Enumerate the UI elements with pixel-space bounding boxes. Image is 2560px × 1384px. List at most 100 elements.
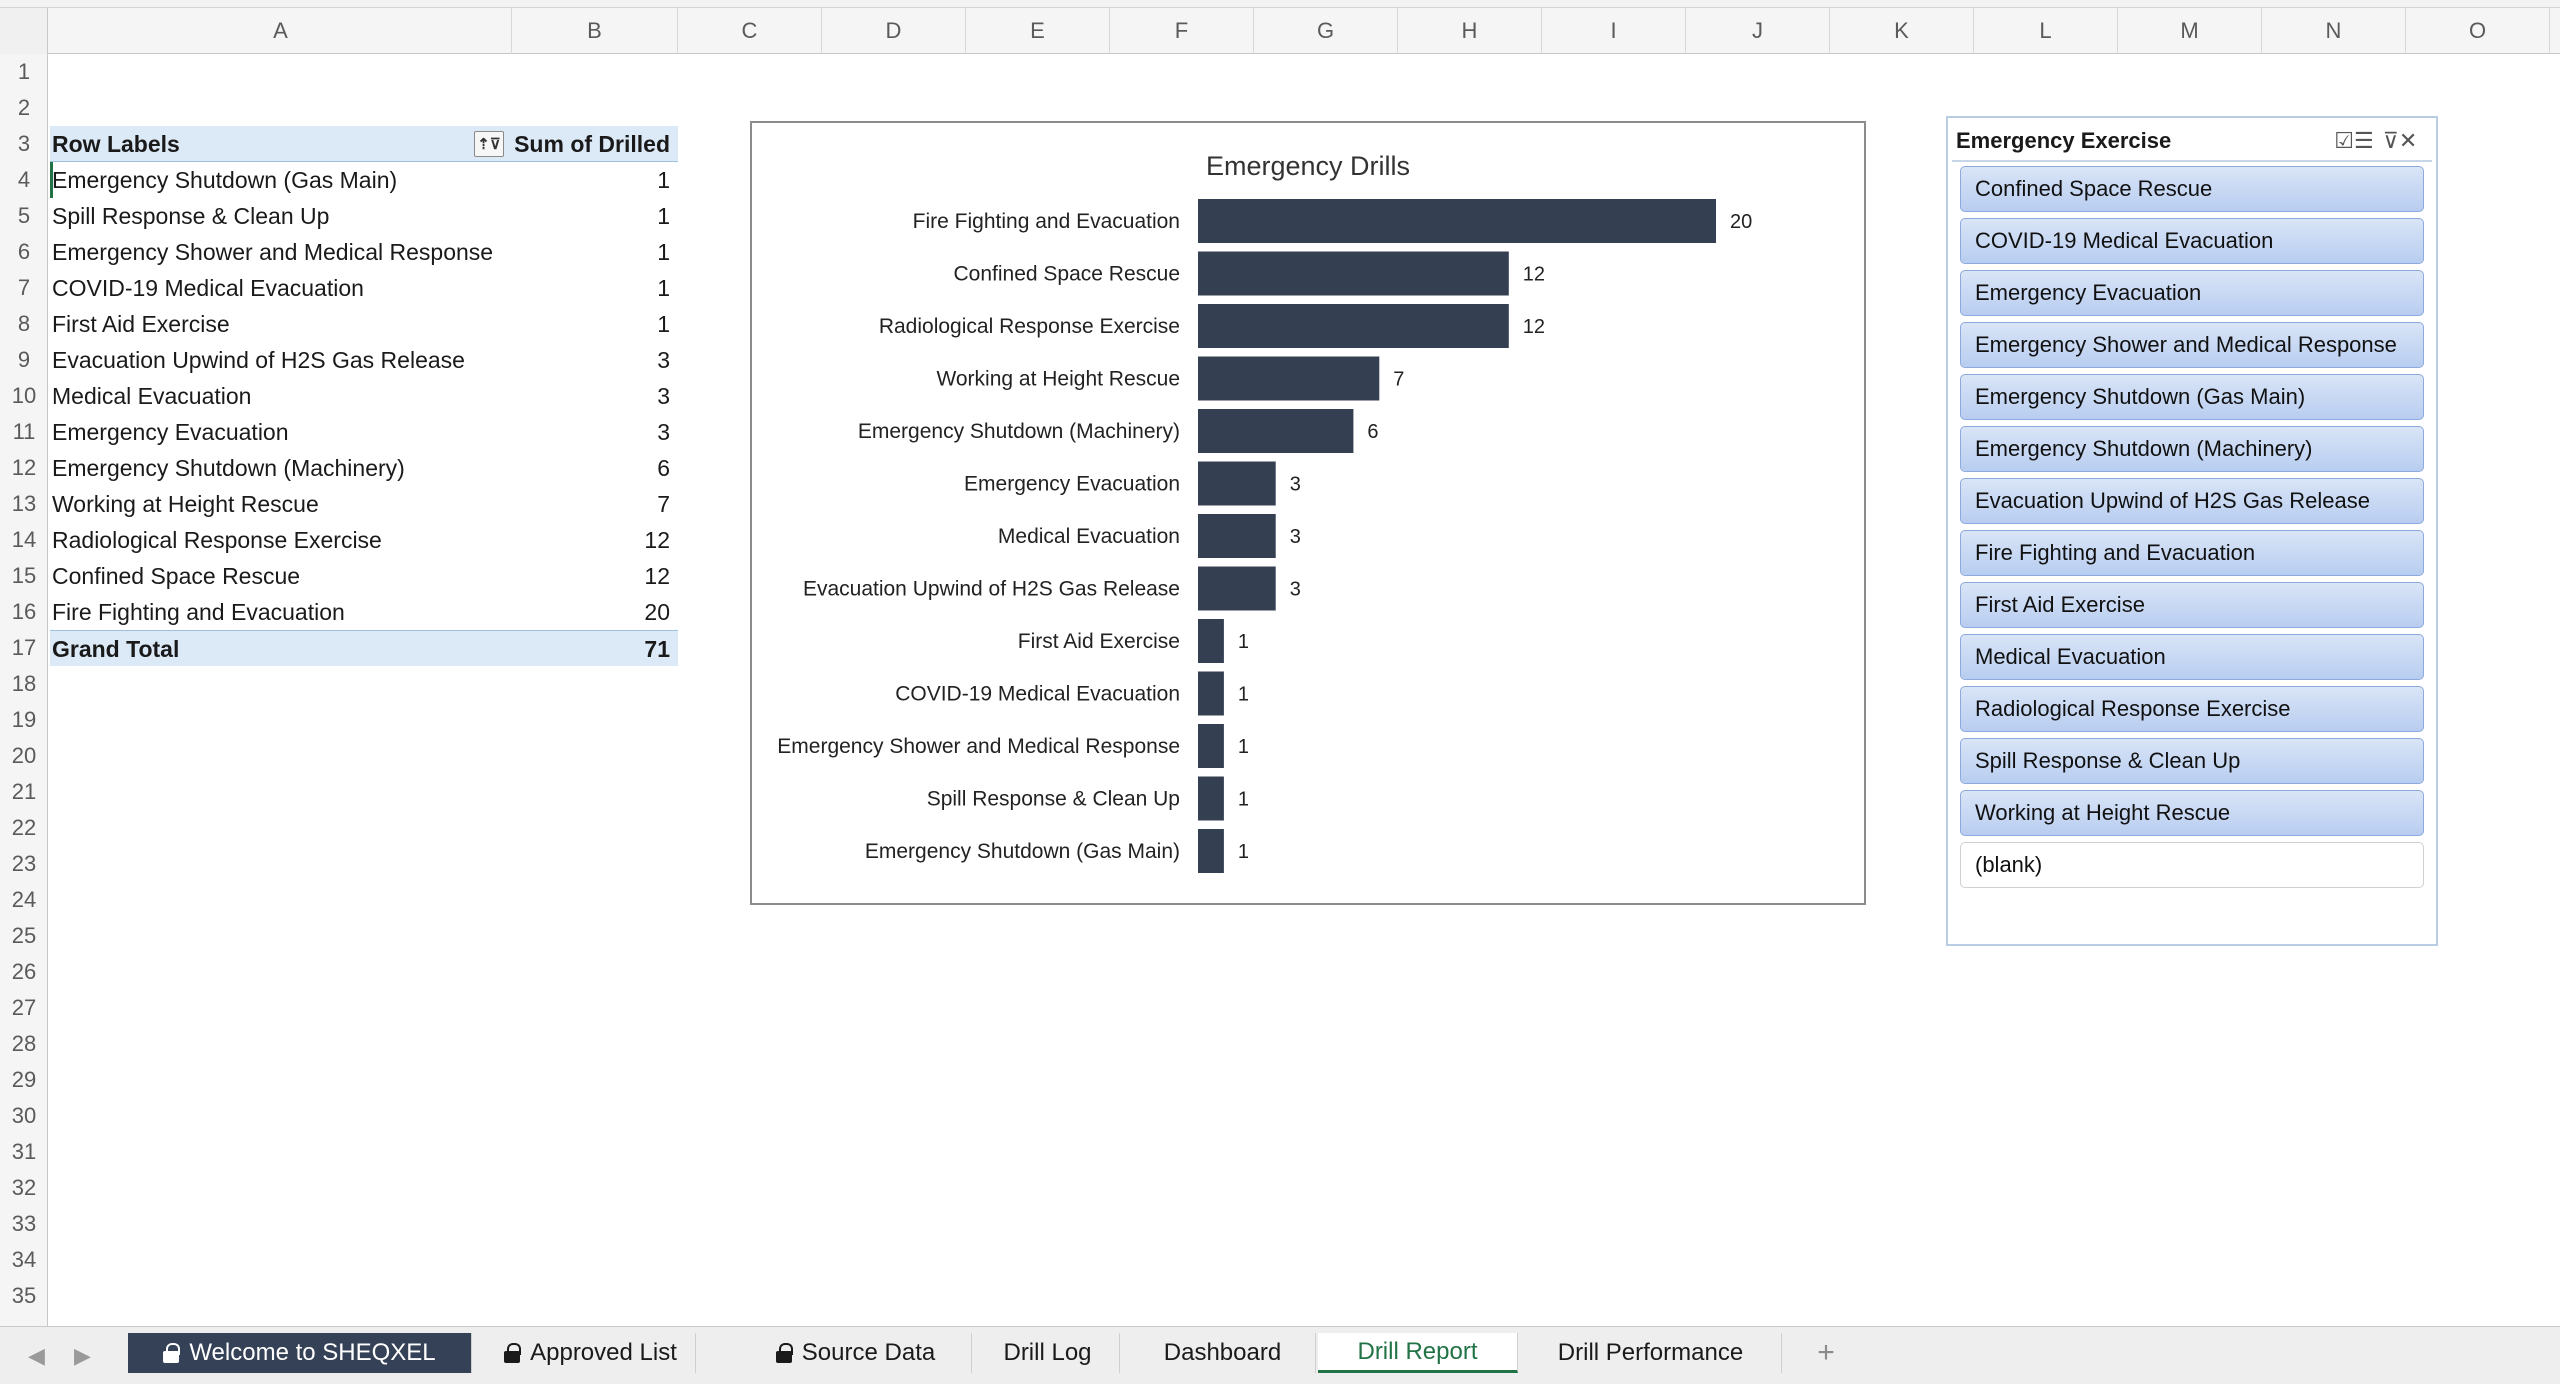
row-header[interactable]: 11 (12, 419, 36, 444)
row-header[interactable]: 26 (11, 959, 37, 984)
row-header[interactable]: 30 (11, 1103, 37, 1128)
column-header[interactable]: H (1398, 8, 1542, 54)
column-header[interactable]: N (2262, 8, 2406, 54)
slicer-item[interactable]: Confined Space Rescue (1960, 166, 2424, 212)
row-header[interactable]: 24 (11, 887, 37, 912)
slicer-item[interactable]: Emergency Shutdown (Machinery) (1960, 426, 2424, 472)
row-header[interactable]: 12 (11, 455, 37, 480)
row-header[interactable]: 34 (11, 1247, 37, 1272)
slicer-item[interactable]: Emergency Evacuation (1960, 270, 2424, 316)
row-header[interactable]: 20 (11, 743, 37, 768)
row-header[interactable]: 17 (11, 635, 37, 660)
column-header[interactable]: M (2118, 8, 2262, 54)
pivot-row[interactable]: Medical Evacuation 3 (50, 378, 678, 414)
sheet-tab[interactable]: Approved List (486, 1333, 696, 1373)
scroll-left-icon[interactable]: ◀ (28, 1343, 45, 1368)
slicer-item[interactable]: Emergency Shutdown (Gas Main) (1960, 374, 2424, 420)
slicer-item[interactable]: Medical Evacuation (1960, 634, 2424, 680)
row-header[interactable]: 3 (17, 131, 31, 156)
pivot-row[interactable]: Emergency Shower and Medical Response 1 (50, 234, 678, 270)
sheet-tab[interactable]: Drill Log (976, 1333, 1120, 1373)
row-header[interactable]: 8 (17, 311, 31, 336)
row-header[interactable]: 16 (11, 599, 37, 624)
slicer-item[interactable]: Radiological Response Exercise (1960, 686, 2424, 732)
row-header[interactable]: 14 (11, 527, 37, 552)
bar[interactable] (1198, 619, 1224, 663)
pivot-row[interactable]: Radiological Response Exercise 12 (50, 522, 678, 558)
slicer-item[interactable]: First Aid Exercise (1960, 582, 2424, 628)
pivot-row[interactable]: Spill Response & Clean Up 1 (50, 198, 678, 234)
column-header[interactable]: J (1686, 8, 1830, 54)
row-header[interactable]: 33 (11, 1211, 37, 1236)
column-header[interactable]: I (1542, 8, 1686, 54)
row-header[interactable]: 15 (11, 563, 37, 588)
pivot-header-value[interactable]: Sum of Drilled (514, 131, 670, 157)
emergency-exercise-slicer[interactable]: Emergency Exercise ☑☰ ⊽✕ Confined Space … (1946, 116, 2438, 946)
column-header[interactable]: D (822, 8, 966, 54)
pivot-row[interactable]: Confined Space Rescue 12 (50, 558, 678, 594)
row-header[interactable]: 28 (11, 1031, 37, 1056)
pivot-row[interactable]: Emergency Shutdown (Machinery) 6 (50, 450, 678, 486)
bar[interactable] (1198, 829, 1224, 873)
column-header[interactable]: B (512, 8, 678, 54)
row-header[interactable]: 1 (17, 59, 31, 84)
pivot-header-label[interactable]: Row Labels (52, 131, 180, 157)
pivot-row[interactable]: COVID-19 Medical Evacuation 1 (50, 270, 678, 306)
bar[interactable] (1198, 566, 1276, 611)
row-header[interactable]: 13 (11, 491, 37, 516)
add-sheet-button[interactable]: + (1817, 1336, 1835, 1369)
row-header[interactable]: 6 (17, 239, 31, 264)
row-header[interactable]: 9 (17, 347, 31, 372)
slicer-item[interactable]: Evacuation Upwind of H2S Gas Release (1960, 478, 2424, 524)
row-header[interactable]: 22 (11, 815, 37, 840)
row-header[interactable]: 19 (11, 707, 37, 732)
column-header[interactable]: A (50, 8, 512, 54)
row-header[interactable]: 2 (17, 95, 31, 120)
column-header[interactable]: O (2406, 8, 2550, 54)
pivot-row[interactable]: Fire Fighting and Evacuation 20 (50, 594, 678, 630)
multi-select-icon[interactable]: ☑☰ (2334, 128, 2374, 153)
row-header[interactable]: 4 (17, 167, 31, 192)
row-header[interactable]: 29 (11, 1067, 37, 1092)
pivot-row[interactable]: First Aid Exercise 1 (50, 306, 678, 342)
clear-filter-icon[interactable]: ⊽✕ (2382, 128, 2418, 153)
row-header[interactable]: 23 (11, 851, 37, 876)
column-header[interactable]: L (1974, 8, 2118, 54)
column-header[interactable]: C (678, 8, 822, 54)
column-header[interactable]: E (966, 8, 1110, 54)
bar[interactable] (1198, 776, 1224, 821)
select-all-corner[interactable] (0, 8, 48, 54)
column-header[interactable]: G (1254, 8, 1398, 54)
bar[interactable] (1198, 409, 1354, 453)
pivot-grand-total-row[interactable]: Grand Total 71 (50, 630, 678, 666)
slicer-item[interactable]: Spill Response & Clean Up (1960, 738, 2424, 784)
pivot-row[interactable]: Working at Height Rescue 7 (50, 486, 678, 522)
column-header[interactable]: K (1830, 8, 1974, 54)
row-header[interactable]: 10 (11, 383, 37, 408)
bar[interactable] (1198, 356, 1380, 401)
row-header[interactable]: 7 (17, 275, 31, 300)
bar[interactable] (1198, 724, 1224, 768)
slicer-item-blank[interactable]: (blank) (1960, 842, 2424, 888)
slicer-item[interactable]: Working at Height Rescue (1960, 790, 2424, 836)
row-header[interactable]: 5 (17, 203, 31, 228)
bar[interactable] (1198, 251, 1509, 296)
pivot-row[interactable]: Evacuation Upwind of H2S Gas Release 3 (50, 342, 678, 378)
pivot-row[interactable]: Emergency Evacuation 3 (50, 414, 678, 450)
row-header[interactable]: 18 (11, 671, 37, 696)
slicer-item[interactable]: Fire Fighting and Evacuation (1960, 530, 2424, 576)
sheet-tab[interactable]: Source Data (740, 1333, 972, 1373)
row-labels-filter-icon[interactable]: ⇡⊽ (474, 131, 504, 157)
column-header[interactable]: F (1110, 8, 1254, 54)
row-header[interactable]: 35 (11, 1283, 37, 1308)
row-header[interactable]: 27 (11, 995, 37, 1020)
bar[interactable] (1198, 514, 1276, 558)
row-header[interactable]: 25 (11, 923, 37, 948)
row-header[interactable]: 32 (11, 1175, 37, 1200)
row-header[interactable]: 21 (11, 779, 37, 804)
bar[interactable] (1198, 199, 1716, 243)
emergency-drills-chart[interactable]: Emergency Drills Fire Fighting and Evacu… (750, 121, 1866, 905)
pivot-row[interactable]: Emergency Shutdown (Gas Main) 1 (50, 162, 678, 198)
sheet-tab[interactable]: Dashboard (1130, 1333, 1316, 1373)
sheet-tab[interactable]: Drill Report (1318, 1333, 1518, 1373)
